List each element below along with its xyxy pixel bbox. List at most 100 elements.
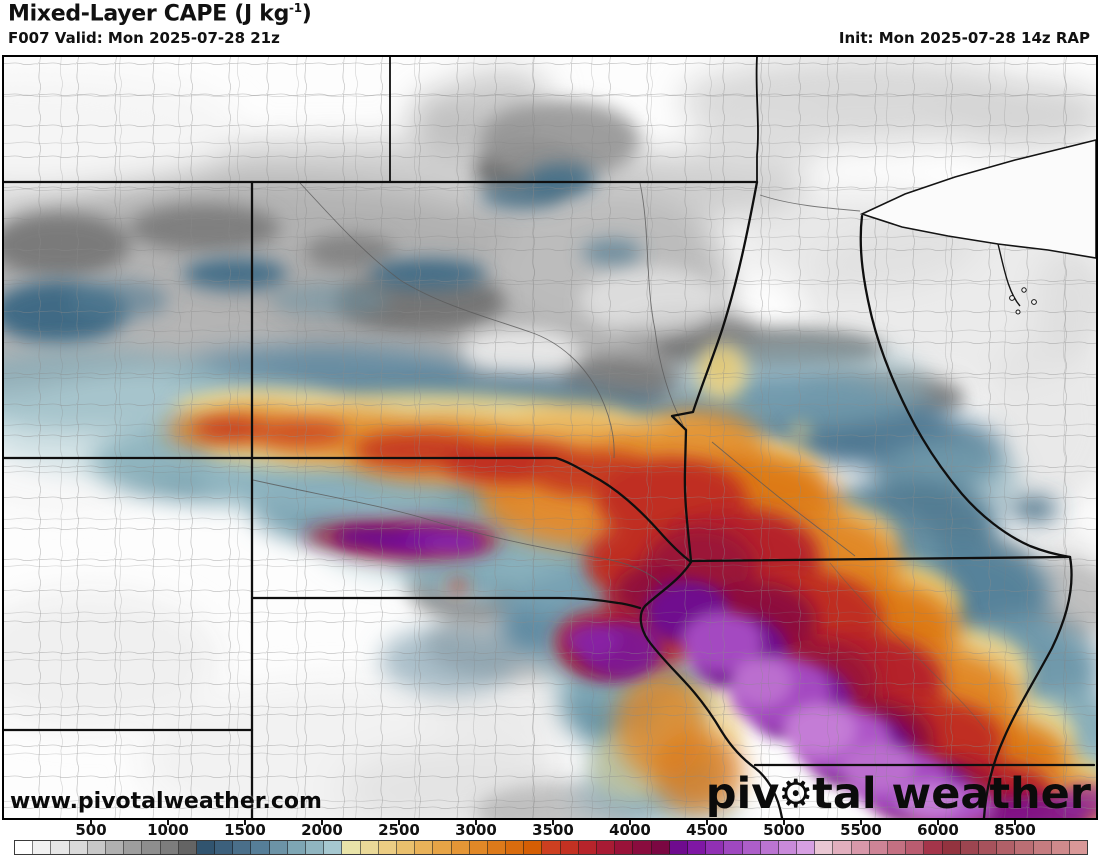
- colorbar-cell: [560, 841, 579, 854]
- colorbar-cell: [578, 841, 597, 854]
- gear-icon: ⚙: [778, 771, 814, 817]
- colorbar-cell: [906, 841, 925, 854]
- colorbar-cell: [797, 841, 816, 854]
- colorbar-tick: [783, 820, 785, 825]
- colorbar-cell: [124, 841, 143, 854]
- colorbar-tick-label: 1500: [224, 821, 266, 839]
- colorbar-cell: [833, 841, 852, 854]
- colorbar-cell: [869, 841, 888, 854]
- colorbar-cell: [633, 841, 652, 854]
- colorbar-cell: [15, 841, 34, 854]
- colorbar-tick-label: 1000: [147, 821, 189, 839]
- colorbar-cell: [760, 841, 779, 854]
- init-time-label: Init: Mon 2025-07-28 14z RAP: [838, 29, 1090, 47]
- colorbar-cell: [215, 841, 234, 854]
- colorbar-cell: [742, 841, 761, 854]
- colorbar-tick: [706, 820, 708, 825]
- colorbar-cell: [396, 841, 416, 854]
- colorbar-tick-label: 6000: [917, 821, 959, 839]
- colorbar-cell: [851, 841, 870, 854]
- title-text: Mixed-Layer CAPE (J kg: [8, 1, 290, 27]
- colorbar-bar: [14, 840, 1088, 855]
- colorbar-cell: [69, 841, 88, 854]
- pivotal-weather-logo: piv⚙tal weather: [705, 768, 1091, 819]
- colorbar-cell: [924, 841, 943, 854]
- colorbar-cell: [687, 841, 707, 854]
- title-superscript: -1: [289, 1, 302, 15]
- colorbar-tick: [475, 820, 477, 825]
- colorbar-cell: [524, 841, 543, 854]
- colorbar-tick: [937, 820, 939, 825]
- colorbar-cell: [1069, 841, 1088, 854]
- colorbar-cell: [306, 841, 325, 854]
- colorbar-tick-label: 500: [75, 821, 107, 839]
- colorbar-cell: [542, 841, 561, 854]
- cape-field-map: [4, 57, 1096, 818]
- colorbar-cell: [433, 841, 452, 854]
- river-lines: [252, 182, 986, 731]
- colorbar-cell: [251, 841, 270, 854]
- valid-time-label: F007 Valid: Mon 2025-07-28 21z: [8, 29, 280, 47]
- colorbar-cell: [1051, 841, 1070, 854]
- colorbar-tick: [167, 820, 169, 825]
- colorbar-cell: [597, 841, 616, 854]
- colorbar-cell: [960, 841, 979, 854]
- colorbar-cell: [342, 841, 361, 854]
- colorbar-cell: [178, 841, 197, 854]
- colorbar-cell: [233, 841, 252, 854]
- colorbar-cell: [1015, 841, 1034, 854]
- colorbar-tick: [398, 820, 400, 825]
- county-lines-2: [4, 57, 1096, 818]
- colorbar-tick-label: 4000: [609, 821, 651, 839]
- logo-text-tal-weather: tal weather: [812, 768, 1091, 819]
- colorbar-cell: [415, 841, 434, 854]
- colorbar-cell: [378, 841, 397, 854]
- colorbar-tick-label: 5500: [840, 821, 882, 839]
- colorbar-cell: [1033, 841, 1052, 854]
- colorbar-tick-label: 3500: [532, 821, 574, 839]
- watermark-url: www.pivotalweather.com: [10, 789, 322, 814]
- page-title: Mixed-Layer CAPE (J kg-1): [8, 1, 312, 26]
- colorbar-cell: [269, 841, 288, 854]
- colorbar-cell: [815, 841, 834, 854]
- colorbar-cell: [888, 841, 907, 854]
- colorbar-tick-label: 3000: [455, 821, 497, 839]
- logo-text-piv: piv: [705, 768, 780, 819]
- colorbar-cell: [360, 841, 379, 854]
- colorbar-tick-label: 5000: [763, 821, 805, 839]
- colorbar-tick-label: 2500: [378, 821, 420, 839]
- colorbar-cell: [51, 841, 70, 854]
- colorbar-tick: [244, 820, 246, 825]
- colorbar-tick: [321, 820, 323, 825]
- colorbar-tick-label: 8500: [994, 821, 1036, 839]
- title-suffix: ): [301, 1, 312, 27]
- colorbar-cell: [33, 841, 52, 854]
- colorbar-tick-label: 2000: [301, 821, 343, 839]
- colorbar-cell: [997, 841, 1016, 854]
- colorbar-cell: [469, 841, 488, 854]
- colorbar-cell: [615, 841, 634, 854]
- colorbar-cell: [724, 841, 743, 854]
- colorbar-cell: [160, 841, 179, 854]
- map-canvas: www.pivotalweather.com piv⚙tal weather: [2, 55, 1098, 820]
- colorbar-cell: [669, 841, 688, 854]
- colorbar-tick-label: 4500: [686, 821, 728, 839]
- state-borders: [4, 57, 1096, 818]
- colorbar-cell: [87, 841, 106, 854]
- header: Mixed-Layer CAPE (J kg-1) F007 Valid: Mo…: [0, 0, 1100, 55]
- colorbar-cell: [778, 841, 798, 854]
- colorbar-cell: [105, 841, 125, 854]
- colorbar-cell: [324, 841, 343, 854]
- colorbar-cell: [978, 841, 998, 854]
- colorbar-cell: [651, 841, 670, 854]
- colorbar-cell: [196, 841, 216, 854]
- colorbar-cell: [706, 841, 725, 854]
- colorbar-cell: [506, 841, 525, 854]
- colorbar-tick: [1014, 820, 1016, 825]
- colorbar-tick: [629, 820, 631, 825]
- colorbar-cell: [287, 841, 306, 854]
- colorbar-cell: [142, 841, 161, 854]
- colorbar-tick: [90, 820, 92, 825]
- colorbar-legend: 500 1000 1500 2000 2500 3000 3500 4000 4500 5000 5…: [0, 820, 1100, 855]
- lake-superior: [859, 139, 1096, 315]
